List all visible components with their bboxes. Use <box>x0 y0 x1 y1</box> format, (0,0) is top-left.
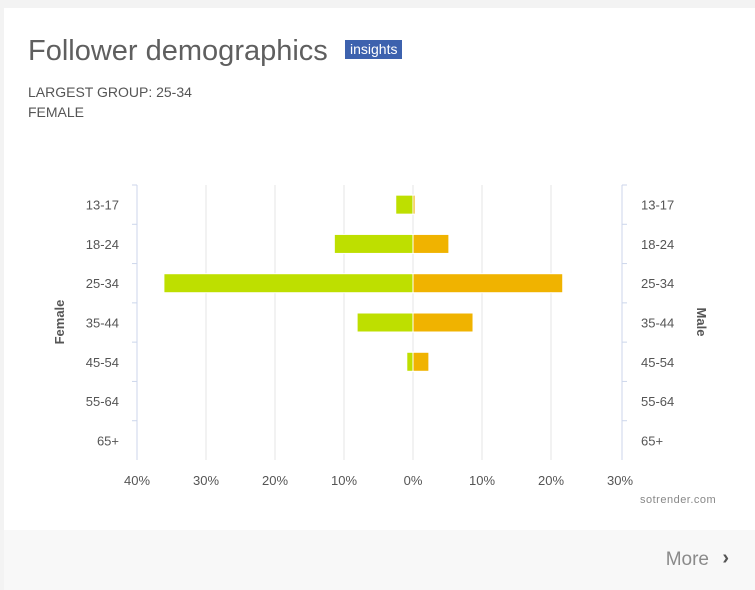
x-tick-label: 30% <box>607 473 633 488</box>
left-category-label: 45-54 <box>86 355 119 370</box>
right-category-label: 45-54 <box>641 355 674 370</box>
x-tick-label: 40% <box>124 473 150 488</box>
right-category-label: 25-34 <box>641 276 674 291</box>
right-category-label: 18-24 <box>641 237 674 252</box>
female-bar <box>406 351 414 372</box>
female-bar <box>163 273 414 294</box>
left-category-label: 55-64 <box>86 394 119 409</box>
x-tick-label: 10% <box>469 473 495 488</box>
male-bar <box>412 233 450 254</box>
x-tick-label: 10% <box>331 473 357 488</box>
right-category-label: 65+ <box>641 433 663 448</box>
male-bar <box>412 273 564 294</box>
x-tick-label: 20% <box>262 473 288 488</box>
demographics-card: Follower demographics insights LARGEST G… <box>4 8 755 590</box>
x-tick-label: 30% <box>193 473 219 488</box>
female-bar <box>395 194 414 215</box>
male-bar <box>412 351 430 372</box>
female-bar <box>356 312 414 333</box>
left-category-label: 35-44 <box>86 316 119 331</box>
right-category-label: 13-17 <box>641 198 674 213</box>
largest-gender-text: FEMALE <box>28 104 85 120</box>
right-axis-title: Male <box>694 308 709 337</box>
left-category-label: 25-34 <box>86 276 119 291</box>
more-link[interactable]: More <box>665 549 709 570</box>
insights-badge: insights <box>345 40 403 59</box>
left-category-label: 18-24 <box>86 237 119 252</box>
left-axis-title: Female <box>52 300 67 345</box>
male-bar <box>412 194 416 215</box>
credit-text: sotrender.com <box>640 494 717 506</box>
x-tick-label: 0% <box>404 473 423 488</box>
page-title: Follower demographics <box>28 35 328 67</box>
card-footer: More › <box>4 530 755 590</box>
right-category-label: 35-44 <box>641 316 674 331</box>
female-bar <box>333 233 414 254</box>
right-category-label: 55-64 <box>641 394 674 409</box>
left-category-label: 65+ <box>97 433 119 448</box>
left-category-label: 13-17 <box>86 198 119 213</box>
x-tick-label: 20% <box>538 473 564 488</box>
male-bar <box>412 312 474 333</box>
chevron-right-icon[interactable]: › <box>722 547 729 569</box>
largest-group-text: LARGEST GROUP: 25-34 <box>28 84 192 100</box>
